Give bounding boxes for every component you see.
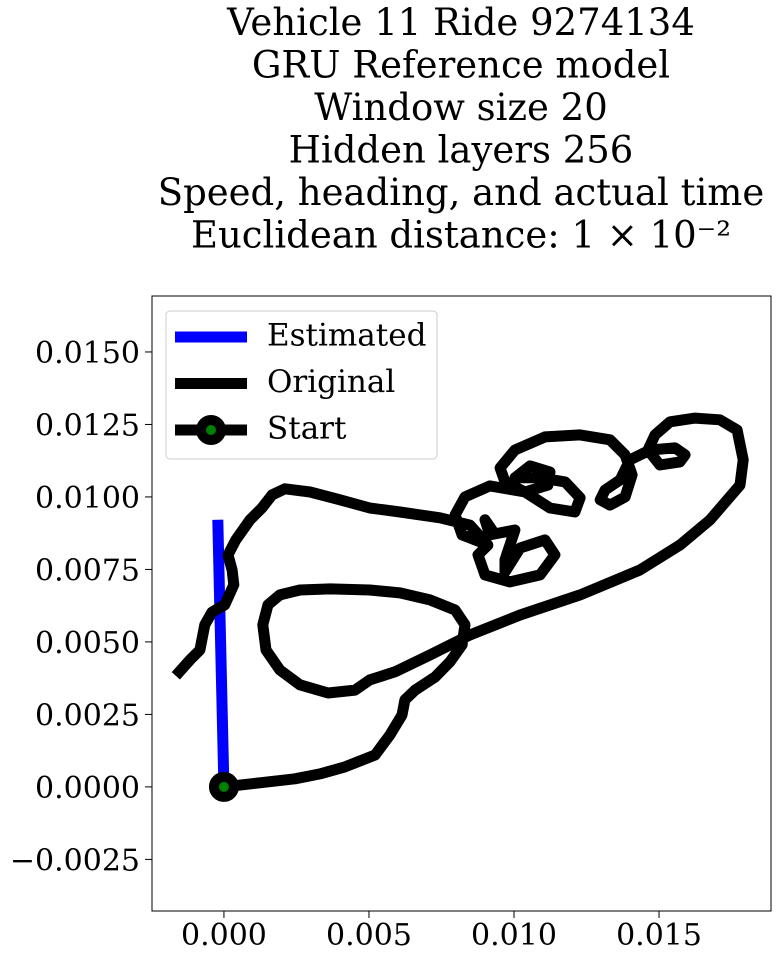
- x-tick-label: 0.010: [471, 918, 557, 953]
- legend-marker: [196, 415, 226, 445]
- ticks: 0.000 0.005 0.010 0.015 −0.0025 0.0000 0.0025 0…: [10, 336, 702, 953]
- legend-label: Original: [267, 364, 395, 400]
- start-marker: [208, 771, 239, 802]
- chart-title: Window size 20: [314, 86, 608, 129]
- plot-area: [171, 412, 749, 802]
- y-tick-label: 0.0125: [35, 408, 140, 443]
- y-tick-label: 0.0100: [35, 481, 140, 516]
- y-tick-label: 0.0050: [35, 626, 140, 661]
- series-line: [171, 412, 749, 793]
- legend-label: Estimated: [267, 318, 426, 354]
- x-tick-label: 0.005: [326, 918, 412, 953]
- chart-title: Hidden layers 256: [289, 129, 634, 172]
- chart-title: GRU Reference model: [252, 44, 670, 87]
- y-tick-label: 0.0025: [35, 698, 140, 733]
- legend-box: [165, 310, 438, 460]
- chart-title: Euclidean distance: 1 × 10⁻²: [191, 214, 731, 257]
- legend-label: Start: [267, 411, 347, 447]
- axes-frame: [151, 295, 772, 912]
- y-tick-label: −0.0025: [10, 843, 140, 878]
- y-tick-label: 0.0075: [35, 553, 140, 588]
- y-tick-label: 0.0000: [35, 771, 140, 806]
- x-tick-label: 0.015: [616, 918, 702, 953]
- chart-title: Speed, heading, and actual time: [158, 171, 765, 214]
- x-tick-label: 0.000: [181, 918, 267, 953]
- chart-title: Vehicle 11 Ride 9274134: [226, 1, 695, 44]
- legend: Estimated Original Start: [165, 310, 438, 460]
- y-tick-label: 0.0150: [35, 336, 140, 371]
- series-line: [212, 519, 230, 788]
